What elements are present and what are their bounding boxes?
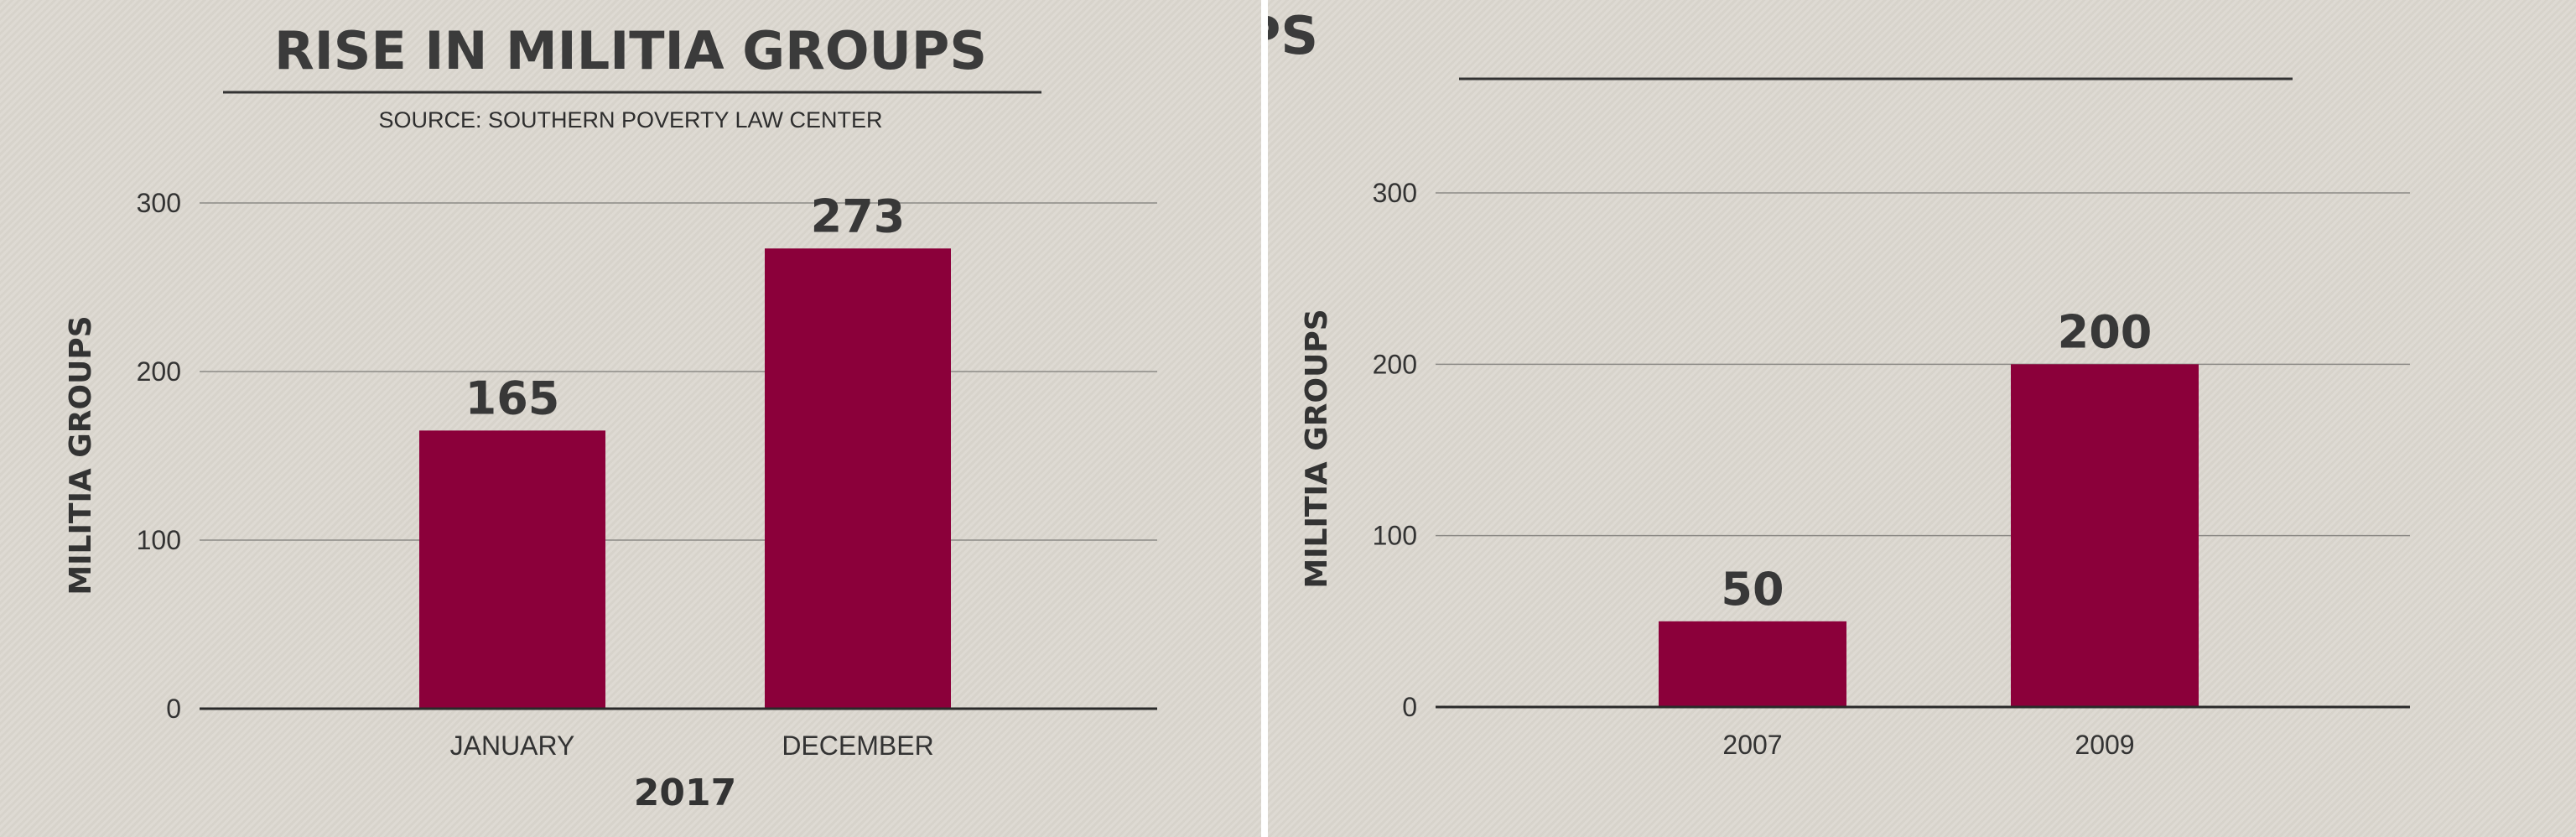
y-axis-label-right: MILITIA GROUPS	[1300, 309, 1334, 588]
x-category-label-left-1: DECEMBER	[782, 730, 933, 761]
bar-left-0	[419, 430, 605, 709]
bar-right-0	[1659, 621, 1846, 707]
x-category-label-right-1: 2009	[2075, 730, 2134, 760]
y-tick-label-right-300: 300	[1373, 178, 1417, 208]
y-tick-label-right-100: 100	[1373, 521, 1417, 551]
chart-title-left: RISE IN MILITIA GROUPS	[274, 20, 987, 81]
chart-title-right: RISE IN MILITIA GROUPS	[1268, 5, 1318, 66]
y-tick-label-right-0: 0	[1402, 692, 1417, 722]
y-tick-label-left-200: 200	[137, 356, 181, 387]
bar-right-1	[2011, 364, 2199, 707]
x-category-label-left-0: JANUARY	[450, 730, 575, 761]
y-tick-label-left-0: 0	[166, 694, 181, 724]
y-tick-label-left-300: 300	[137, 188, 181, 218]
y-tick-label-right-200: 200	[1373, 349, 1417, 379]
panel-divider	[1261, 0, 1268, 837]
data-label-right-1: 200	[2058, 305, 2153, 358]
bar-left-1	[765, 248, 951, 709]
data-label-left-1: 273	[811, 190, 906, 242]
chart-source-left: SOURCE: SOUTHERN POVERTY LAW CENTER	[378, 107, 882, 133]
chart-panel-left: RISE IN MILITIA GROUPS SOURCE: SOUTHERN P…	[0, 0, 1261, 837]
y-axis-label-left: MILITIA GROUPS	[64, 315, 98, 595]
data-label-right-0: 50	[1721, 563, 1784, 616]
x-axis-label-left: 2017	[634, 772, 736, 814]
chart-svg-left: RISE IN MILITIA GROUPS SOURCE: SOUTHERN P…	[64, 20, 1157, 814]
x-category-label-right-0: 2007	[1722, 730, 1782, 760]
data-label-left-0: 165	[465, 372, 560, 424]
y-tick-label-left-100: 100	[137, 525, 181, 555]
